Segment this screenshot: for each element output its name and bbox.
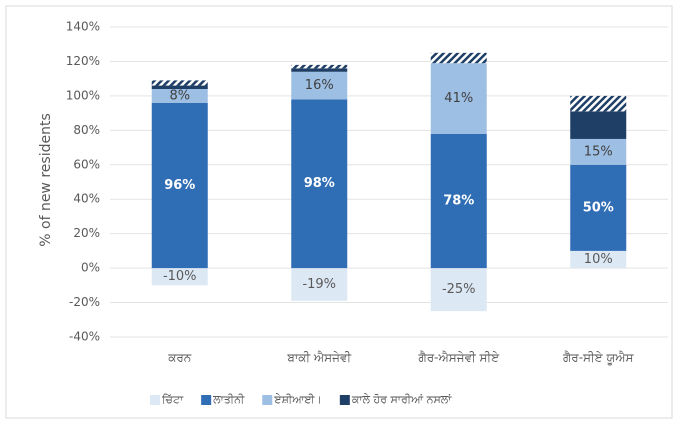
legend-label: ਲਾਤੀਨੀ	[212, 393, 245, 406]
bar-segment	[570, 164, 627, 251]
legend-swatch	[201, 395, 212, 405]
bar-segment	[291, 268, 348, 301]
bar-segment	[430, 133, 487, 269]
bar-segment	[291, 64, 348, 69]
data-label: 98%	[304, 176, 335, 191]
y-tick-label: -20%	[69, 295, 100, 309]
legend-swatch	[262, 395, 273, 405]
bar-segment	[430, 268, 487, 312]
y-tick-label: 40%	[73, 192, 100, 206]
data-label: 15%	[584, 144, 613, 159]
data-label: 8%	[169, 88, 190, 103]
y-tick-label: 100%	[66, 88, 100, 102]
y-tick-label: 80%	[73, 123, 100, 137]
bar-segment	[291, 71, 348, 100]
data-label: 78%	[443, 193, 474, 208]
data-label: -19%	[302, 277, 336, 292]
y-tick-label: 120%	[66, 54, 100, 68]
y-tick-label: 60%	[73, 157, 100, 171]
bar-segment	[151, 80, 208, 86]
y-axis-label: % of new residents	[38, 113, 54, 247]
legend-label: ਕਾਲੇ ਹੋਰ ਸਾਰੀਆਂ ਨਸਲਾਂ	[351, 393, 452, 406]
data-label: 50%	[583, 200, 614, 215]
x-tick-label: ਗੈਰ-ਐਸਜੇਵੀ ਸੀਏ	[417, 351, 500, 365]
bar-segment	[570, 138, 627, 165]
data-label: 10%	[584, 252, 613, 267]
bar-segment	[151, 89, 208, 103]
y-tick-label: 20%	[73, 226, 100, 240]
bar-segment	[570, 95, 627, 112]
legend-label: ਏਸ਼ੀਆਈ।	[273, 393, 322, 406]
y-tick-label: 0%	[81, 261, 100, 275]
legend-label: ਚਿੱਟਾ	[161, 393, 184, 406]
y-tick-label: -40%	[69, 330, 100, 344]
data-label: 16%	[305, 78, 334, 93]
data-label: -25%	[442, 282, 476, 297]
legend-swatch	[339, 395, 350, 405]
bar-segment	[291, 68, 348, 72]
data-label: 41%	[444, 91, 473, 106]
legend-swatch	[150, 395, 160, 405]
x-tick-label: ਕਰਨ	[167, 351, 192, 365]
bar-segment	[151, 85, 208, 89]
data-label: -10%	[163, 269, 197, 284]
y-tick-label: 140%	[66, 20, 100, 34]
chart-frame	[5, 5, 673, 419]
bar-segment	[570, 250, 627, 269]
bar-segment	[430, 52, 487, 64]
bar-segment	[151, 102, 208, 269]
bar-segment	[151, 268, 208, 286]
x-tick-label: ਬਾਕੀ ਐਸਜੇਵੀ	[286, 351, 351, 365]
bar-segment	[291, 99, 348, 269]
bar-segment	[570, 111, 627, 139]
data-label: 96%	[164, 178, 195, 193]
x-tick-label: ਗੈਰ-ਸੀਏ ਯੂਐਸ	[562, 351, 635, 366]
bar-segment	[430, 63, 487, 134]
